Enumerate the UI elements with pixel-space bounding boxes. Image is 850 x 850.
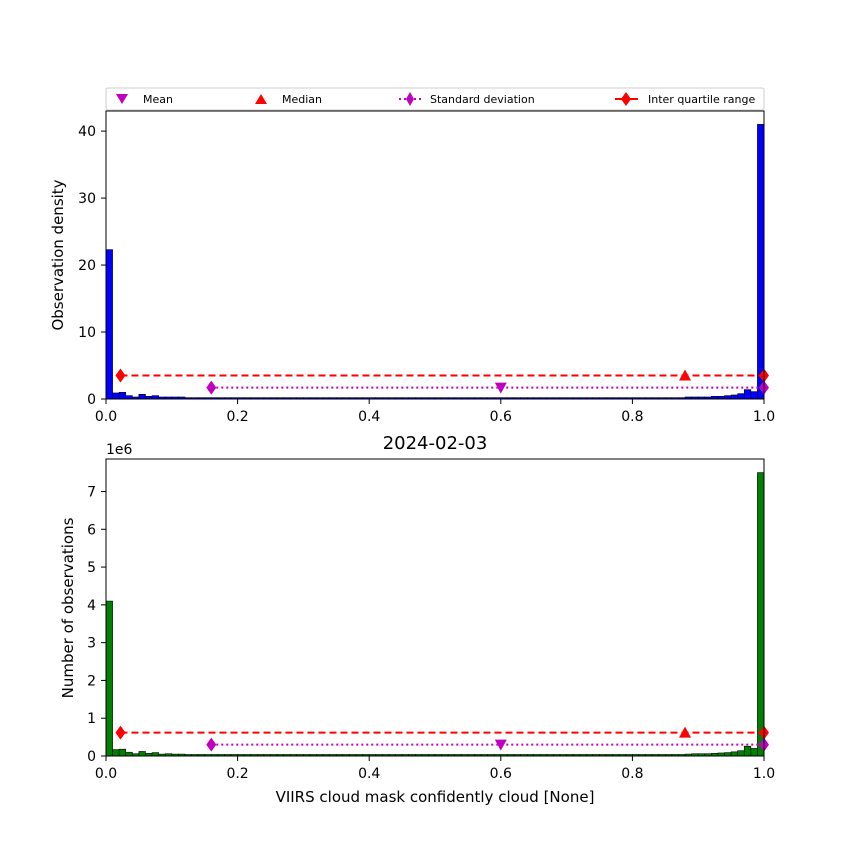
legend-entry-median: Median: [255, 93, 322, 106]
count-y-tick-label: 1: [87, 711, 96, 727]
y-multiplier-label: 1e6: [106, 442, 133, 458]
count-y-tick-label: 6: [87, 522, 96, 538]
density-y-tick-label: 10: [78, 325, 96, 341]
density-y-axis-label: Observation density: [49, 179, 67, 330]
count-std-marker-0: [206, 737, 217, 752]
count-x-ticks: 0.0 0.2 0.4 0.6 0.8 1.0: [95, 756, 775, 782]
legend-iqr-label: Inter quartile range: [648, 93, 755, 106]
density-x-tick-label: 0.2: [226, 409, 248, 425]
count-median-marker: [679, 726, 692, 738]
count-mean-marker: [494, 739, 507, 751]
count-plot-frame: [105, 458, 765, 757]
legend-std-label: Standard deviation: [430, 93, 535, 106]
density-x-tick-label: 0.0: [95, 409, 117, 425]
legend-entry-std: Standard deviation: [399, 92, 535, 106]
count-bar: [730, 751, 738, 757]
count-y-tick-label: 2: [87, 673, 96, 689]
legend-median-marker: [255, 94, 267, 104]
count-bar: [105, 600, 113, 757]
count-x-tick-label: 0.4: [358, 766, 380, 782]
legend-entry-mean: Mean: [116, 93, 173, 106]
count-bar: [138, 751, 146, 757]
density-bar: [724, 395, 732, 400]
density-y-tick-label: 0: [87, 392, 96, 408]
count-y-tick-label: 0: [87, 749, 96, 765]
density-plot-frame: [105, 110, 765, 400]
density-panel: 0.0 0.2 0.4 0.6 0.8 1.0 0 10 20 30 40 Observation…: [49, 110, 775, 425]
density-bar: [743, 389, 752, 400]
legend-std-marker: [406, 92, 414, 106]
count-x-tick-label: 1.0: [753, 766, 775, 782]
count-x-tick-label: 0.6: [490, 766, 512, 782]
density-bar: [138, 394, 146, 400]
count-bar: [112, 749, 120, 757]
count-x-tick-label: 0.0: [95, 766, 117, 782]
density-bar: [125, 395, 133, 400]
count-bar: [757, 472, 765, 757]
count-y-tick-label: 4: [87, 598, 96, 614]
count-bar: [737, 750, 745, 757]
count-stats: [115, 725, 769, 752]
legend-iqr-marker: [621, 92, 631, 106]
density-x-tick-label: 1.0: [753, 409, 775, 425]
density-x-tick-label: 0.8: [621, 409, 643, 425]
density-bar: [105, 249, 113, 400]
density-stats: [115, 368, 769, 395]
count-bar: [743, 745, 752, 757]
density-bar: [757, 124, 765, 400]
count-bar: [125, 751, 133, 757]
count-bar: [118, 748, 127, 757]
density-y-tick-label: 30: [78, 191, 96, 207]
count-bar: [750, 748, 758, 757]
density-bar: [750, 391, 758, 400]
count-y-tick-label: 5: [87, 560, 96, 576]
count-y-tick-label: 7: [87, 484, 96, 500]
legend-median-label: Median: [282, 93, 322, 106]
density-x-tick-label: 0.4: [358, 409, 380, 425]
density-iqr-marker-0: [115, 368, 126, 383]
count-x-tick-label: 0.2: [226, 766, 248, 782]
count-y-tick-label: 3: [87, 636, 96, 652]
x-axis-label: VIIRS cloud mask confidently cloud [None…: [276, 788, 595, 806]
count-bars: [105, 472, 765, 757]
density-bar: [730, 394, 738, 400]
density-bar: [151, 395, 159, 400]
density-y-tick-label: 40: [78, 124, 96, 140]
count-iqr-marker-0: [115, 725, 126, 740]
count-panel: 2024-02-03 0.0 0.2 0.4 0.6 0.8 1.0 0 1 2 3 4 5 6 7 1…: [59, 433, 775, 806]
count-bar: [724, 752, 732, 757]
density-x-tick-label: 0.6: [490, 409, 512, 425]
density-mean-marker: [494, 382, 507, 394]
density-median-marker: [679, 369, 692, 381]
density-bars: [105, 124, 765, 400]
count-y-ticks: 0 1 2 3 4 5 6 7: [87, 484, 106, 765]
density-bar: [112, 392, 120, 400]
legend-mean-marker: [116, 94, 128, 104]
legend-entry-iqr: Inter quartile range: [615, 92, 755, 106]
density-std-marker-0: [206, 380, 217, 395]
density-bar: [737, 393, 745, 400]
count-y-axis-label: Number of observations: [59, 517, 77, 698]
density-x-ticks: 0.0 0.2 0.4 0.6 0.8 1.0: [95, 399, 775, 425]
chart-title: 2024-02-03: [383, 433, 488, 454]
density-y-tick-label: 20: [78, 258, 96, 274]
density-y-ticks: 0 10 20 30 40: [78, 124, 106, 408]
legend-mean-label: Mean: [143, 93, 173, 106]
count-x-tick-label: 0.8: [621, 766, 643, 782]
count-bar: [151, 752, 159, 757]
legend: Mean Median Standard deviation Inter qua…: [105, 87, 765, 111]
density-bar: [118, 392, 127, 400]
